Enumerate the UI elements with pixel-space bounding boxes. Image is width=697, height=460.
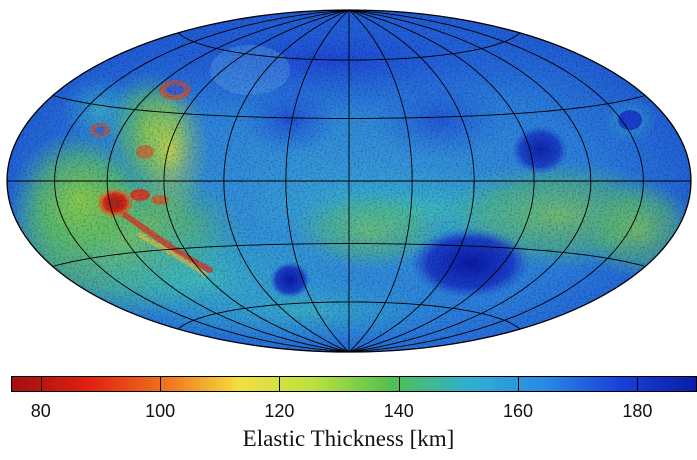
- colorbar-tick-label: 160: [503, 401, 534, 421]
- parallel-line: [52, 95, 646, 119]
- graticule: [7, 10, 691, 352]
- colorbar-tick-label: 80: [30, 401, 51, 421]
- colorbar-tick-label: 120: [264, 401, 295, 421]
- colorbar-tick: [279, 377, 281, 391]
- colorbar-tick: [518, 377, 520, 391]
- globe-outline: [6, 9, 692, 353]
- colorbar-tick: [637, 377, 639, 391]
- colorbar-tick-label: 180: [622, 401, 653, 421]
- elastic-thickness-map: [6, 9, 692, 353]
- parallel-line: [177, 301, 521, 330]
- colorbar-tick-label: 140: [383, 401, 414, 421]
- map-surface: [7, 10, 691, 352]
- colorbar-tick: [40, 377, 42, 391]
- parallel-line: [177, 32, 521, 61]
- colorbar: [11, 376, 697, 392]
- parallel-line: [52, 243, 646, 267]
- colorbar-tick-label: 100: [145, 401, 176, 421]
- colorbar-tick: [160, 377, 162, 391]
- colorbar-title: Elastic Thickness [km]: [242, 426, 455, 451]
- colorbar-tick: [398, 377, 400, 391]
